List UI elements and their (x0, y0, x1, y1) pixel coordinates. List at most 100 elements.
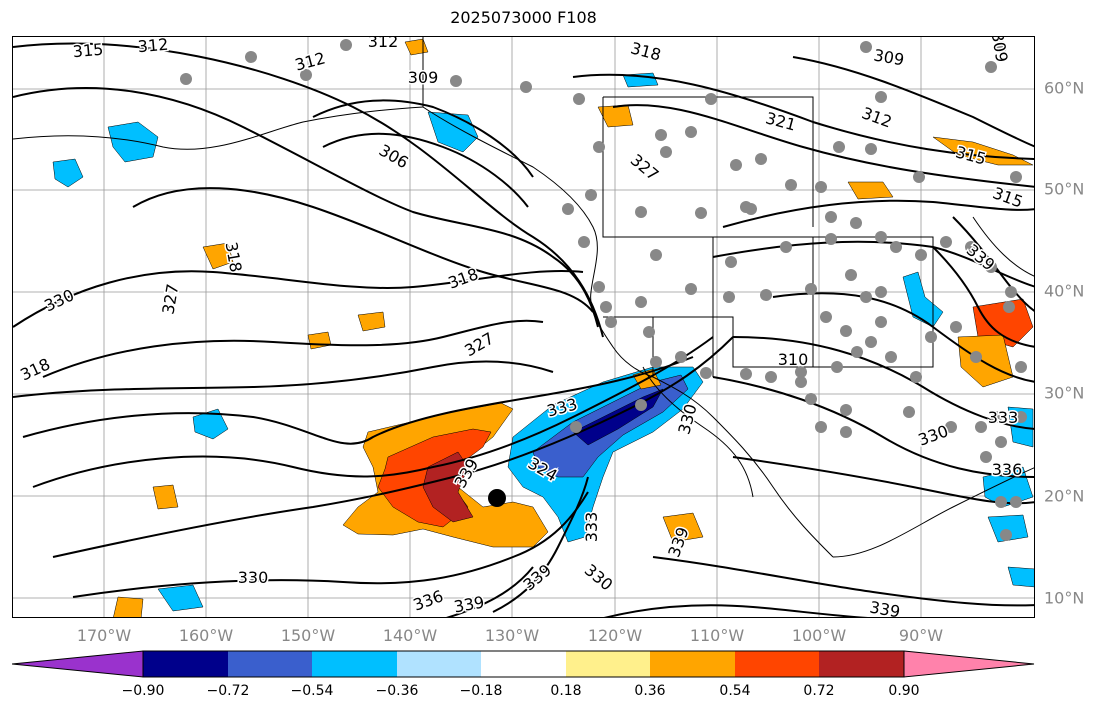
station-dot (695, 207, 707, 219)
colorbar (12, 650, 1035, 678)
contour-label: 336 (411, 586, 446, 614)
station-dot (593, 281, 605, 293)
station-dot (1003, 301, 1015, 313)
contour-label: 321 (764, 108, 798, 134)
storm-center-marker (488, 489, 506, 507)
station-dot (765, 371, 777, 383)
station-dot (831, 361, 843, 373)
colorbar-extend-high (903, 650, 1035, 678)
station-dot (995, 41, 1007, 53)
latitude-label: 30°N (1044, 383, 1085, 403)
longitude-label: 120°W (587, 626, 643, 645)
station-dot (685, 126, 697, 138)
contour-label: 330 (41, 285, 77, 315)
longitude-label: 110°W (689, 626, 745, 645)
colorbar-segment (143, 651, 228, 677)
station-dot (850, 217, 862, 229)
station-dot (755, 153, 767, 165)
station-dot (805, 283, 817, 295)
colorbar-tick-label: 0.36 (634, 683, 666, 699)
contour-label: 318 (446, 264, 481, 292)
station-dot (705, 93, 717, 105)
station-dot (725, 256, 737, 268)
station-dot (995, 436, 1007, 448)
station-dot (685, 283, 697, 295)
contour-label: 327 (158, 282, 182, 315)
station-dot (745, 203, 757, 215)
contour-label: 312 (368, 37, 399, 51)
station-dot (995, 496, 1007, 508)
station-dot (840, 404, 852, 416)
station-dot (675, 351, 687, 363)
station-dot (795, 366, 807, 378)
contour-label: 315 (990, 183, 1025, 211)
station-dot (840, 426, 852, 438)
station-dot (1015, 361, 1027, 373)
latitude-label: 60°N (1044, 78, 1085, 98)
map-panel: 315 312 312 312 309 318 309 306 321 312 315 327 315 3… (12, 36, 1035, 618)
colorbar-segment (397, 651, 481, 677)
colorbar-tick-label: 0.90 (888, 683, 920, 699)
station-dot (723, 291, 735, 303)
station-dot (593, 141, 605, 153)
shaded-fields (52, 38, 1034, 617)
station-dot (573, 93, 585, 105)
latitude-label: 10°N (1044, 588, 1085, 608)
station-dot (643, 326, 655, 338)
station-dot (730, 159, 742, 171)
station-dot (860, 41, 872, 53)
colorbar-tick-label: −0.54 (290, 683, 334, 699)
station-dot (825, 211, 837, 223)
station-dot (1015, 411, 1027, 423)
longitude-label: 140°W (382, 626, 438, 645)
station-dot (700, 367, 712, 379)
contour-label: 327 (461, 329, 497, 361)
colorbar-tick-label: −0.36 (375, 683, 419, 699)
station-dot (605, 316, 617, 328)
station-dot (1010, 496, 1022, 508)
colorbar-tick-label: −0.72 (206, 683, 250, 699)
station-dot (885, 351, 897, 363)
station-dot (740, 368, 752, 380)
station-dot (840, 325, 852, 337)
contour-label: 306 (376, 141, 412, 173)
contours (13, 42, 1034, 617)
colorbar-segment (819, 651, 904, 677)
longitude-label: 100°W (791, 626, 847, 645)
station-dot (578, 236, 590, 248)
station-dot (851, 346, 863, 358)
contour-label: 312 (293, 48, 327, 74)
colorbar-segment (312, 651, 397, 677)
contour-label: 318 (629, 38, 663, 64)
contour-label: 318 (17, 354, 53, 384)
station-dot (660, 146, 672, 158)
station-dot (940, 236, 952, 248)
station-dot (760, 289, 772, 301)
station-dot (600, 301, 612, 313)
station-dot (562, 203, 574, 215)
longitude-label: 130°W (484, 626, 540, 645)
station-dot (820, 311, 832, 323)
colorbar-segment (228, 651, 312, 677)
station-dot (245, 51, 257, 63)
station-dot (805, 393, 817, 405)
station-dot (903, 406, 915, 418)
station-dot (875, 316, 887, 328)
contour-label: 309 (872, 45, 905, 69)
station-dot (650, 249, 662, 261)
station-dot (860, 291, 872, 303)
station-dot (950, 321, 962, 333)
station-dot (980, 451, 992, 463)
longitude-label: 90°W (898, 626, 944, 645)
contour-label: 333 (582, 512, 601, 543)
contour-label: 339 (452, 592, 485, 616)
contour-label: 309 (408, 68, 439, 87)
colorbar-segment (566, 651, 650, 677)
station-dot (780, 241, 792, 253)
station-dot (833, 141, 845, 153)
colorbar-tick-label: 0.18 (550, 683, 582, 699)
station-dot (795, 376, 807, 388)
station-dot (913, 171, 925, 183)
station-dot (975, 421, 987, 433)
